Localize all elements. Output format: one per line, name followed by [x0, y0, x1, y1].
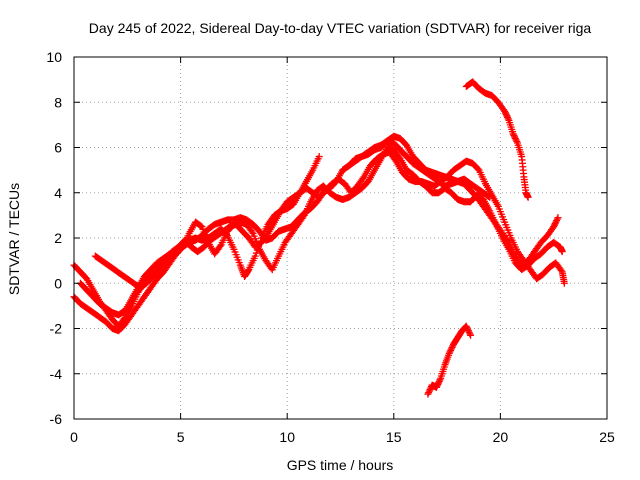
data-point: [462, 322, 470, 330]
series-track-5: [339, 137, 494, 201]
y-tick-label: -4: [50, 366, 63, 382]
data-point: [504, 237, 512, 245]
y-axis-label: SDTVAR / TECUs: [6, 183, 22, 295]
plot-frame: [73, 56, 608, 420]
x-tick-label: 5: [177, 429, 185, 445]
data-point: [524, 193, 532, 201]
data-point: [503, 112, 511, 120]
y-tick-label: -2: [50, 321, 63, 337]
data-point: [464, 327, 472, 335]
data-point: [501, 109, 509, 117]
data-point: [434, 380, 442, 388]
data-point: [432, 383, 440, 391]
y-tick-label: -6: [50, 411, 63, 427]
data-point: [436, 376, 444, 384]
y-tick-label: 2: [54, 230, 62, 246]
y-tick-label: 0: [54, 275, 62, 291]
data-point: [425, 387, 433, 395]
y-tick-label: 8: [54, 94, 62, 110]
y-tick-label: 4: [54, 185, 62, 201]
data-point: [551, 220, 559, 228]
data-point: [510, 131, 518, 139]
data-point: [448, 343, 456, 351]
grid: [74, 57, 607, 419]
data-point: [433, 382, 441, 390]
data-point: [447, 346, 455, 354]
data-point: [512, 136, 520, 144]
data-point: [552, 218, 560, 226]
data-point: [557, 266, 565, 274]
x-tick-label: 15: [386, 429, 402, 445]
data-point: [550, 223, 558, 231]
chart-title: Day 245 of 2022, Sidereal Day-to-day VTE…: [89, 20, 592, 36]
data-point: [435, 377, 443, 385]
data-point: [248, 228, 256, 236]
data-point: [550, 221, 558, 229]
data-point: [424, 390, 432, 398]
x-tick-label: 0: [70, 429, 78, 445]
data-point: [463, 324, 471, 332]
data-point: [447, 345, 455, 353]
x-tick-label: 10: [279, 429, 295, 445]
series-track-4: [91, 148, 568, 292]
data-point: [464, 325, 472, 333]
data-point: [501, 107, 509, 115]
data-point: [554, 214, 562, 222]
data-point: [315, 153, 323, 161]
axis-ticks: 0 5 10 15 20 25 -6 -4 -2 0 2 4 6 8 10: [46, 49, 615, 445]
data-point: [558, 248, 566, 256]
x-tick-label: 25: [599, 429, 615, 445]
y-tick-label: 6: [54, 140, 62, 156]
data-point: [466, 330, 474, 338]
data-point: [445, 349, 453, 357]
data-point: [509, 130, 517, 138]
data-point: [553, 217, 561, 225]
x-tick-label: 20: [493, 429, 509, 445]
data-point: [502, 110, 510, 118]
data-point: [485, 193, 493, 201]
data-point: [553, 215, 561, 223]
series-track-6: [462, 78, 532, 201]
data-point: [560, 279, 568, 287]
data-point: [486, 193, 494, 201]
data-point: [435, 379, 443, 387]
data-point: [446, 348, 454, 356]
data-point: [426, 386, 434, 394]
data-point: [467, 331, 475, 339]
y-tick-label: 10: [46, 49, 62, 65]
data-point: [511, 133, 519, 141]
data-point: [251, 252, 259, 260]
data-point: [465, 328, 473, 336]
series-track-7: [424, 322, 475, 398]
data-point: [425, 389, 433, 397]
data-point: [511, 134, 519, 142]
data-points: [70, 78, 568, 398]
data-point: [504, 115, 512, 123]
data-point: [216, 242, 224, 250]
data-point: [299, 213, 307, 221]
x-axis-label: GPS time / hours: [287, 457, 394, 473]
data-point: [504, 113, 512, 121]
data-point: [513, 137, 521, 145]
